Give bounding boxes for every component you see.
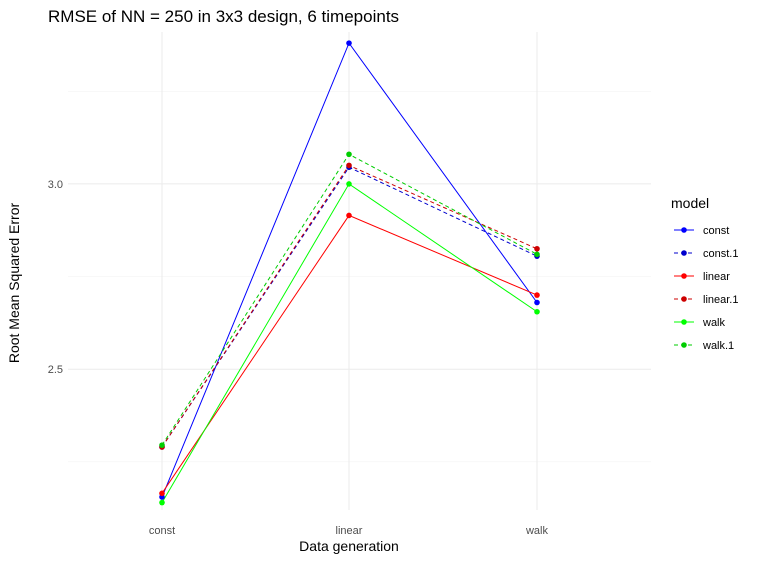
- legend-key-point: [681, 342, 687, 348]
- legend-item-walk.1: walk.1: [674, 340, 734, 352]
- x-tick-label-walk: walk: [525, 525, 549, 537]
- legend-title: model: [671, 195, 709, 211]
- legend: model const const.1 linear linear.1 walk walk…: [671, 195, 738, 352]
- point-walk-const: [159, 499, 165, 506]
- point-walk.1-walk: [534, 251, 540, 258]
- legend-key-point: [681, 296, 687, 302]
- point-linear.1-walk: [534, 245, 540, 252]
- legend-item-linear.1: linear.1: [674, 294, 738, 306]
- legend-label: const: [703, 225, 729, 237]
- y-axis-ticks: 2.5 3.0: [48, 179, 63, 376]
- point-walk.1-const: [159, 442, 165, 448]
- point-walk-linear: [346, 181, 352, 187]
- legend-item-linear: linear: [674, 271, 730, 283]
- y-axis-title: Root Mean Squared Error: [6, 203, 22, 364]
- grid: [68, 32, 651, 510]
- x-tick-label-linear: linear: [336, 525, 363, 537]
- legend-label: walk.1: [702, 340, 734, 352]
- point-linear-const: [159, 490, 165, 497]
- legend-key-point: [681, 227, 687, 233]
- legend-label: linear.1: [703, 294, 738, 306]
- legend-key-point: [681, 273, 687, 279]
- point-const-walk: [534, 299, 540, 306]
- x-tick-label-const: const: [149, 525, 175, 537]
- series-layer: [159, 40, 540, 506]
- legend-label: const.1: [703, 248, 738, 260]
- legend-item-walk: walk: [674, 317, 726, 329]
- chart-title: RMSE of NN = 250 in 3x3 design, 6 timepo…: [48, 7, 399, 26]
- legend-key-point: [681, 319, 687, 325]
- legend-item-const.1: const.1: [674, 248, 738, 260]
- point-linear.1-linear: [346, 162, 352, 169]
- y-tick-label-2.5: 2.5: [48, 364, 63, 376]
- point-linear-walk: [534, 292, 540, 298]
- point-walk.1-linear: [346, 151, 352, 158]
- legend-item-const: const: [674, 225, 729, 237]
- legend-label: linear: [703, 271, 730, 283]
- x-axis-ticks: const linear walk: [149, 525, 549, 537]
- x-axis-title: Data generation: [299, 538, 399, 554]
- point-linear-linear: [346, 212, 352, 219]
- y-tick-label-3.0: 3.0: [48, 179, 63, 191]
- point-const-linear: [346, 40, 352, 46]
- point-walk-walk: [534, 308, 540, 315]
- legend-key-point: [681, 250, 687, 256]
- legend-label: walk: [702, 317, 726, 329]
